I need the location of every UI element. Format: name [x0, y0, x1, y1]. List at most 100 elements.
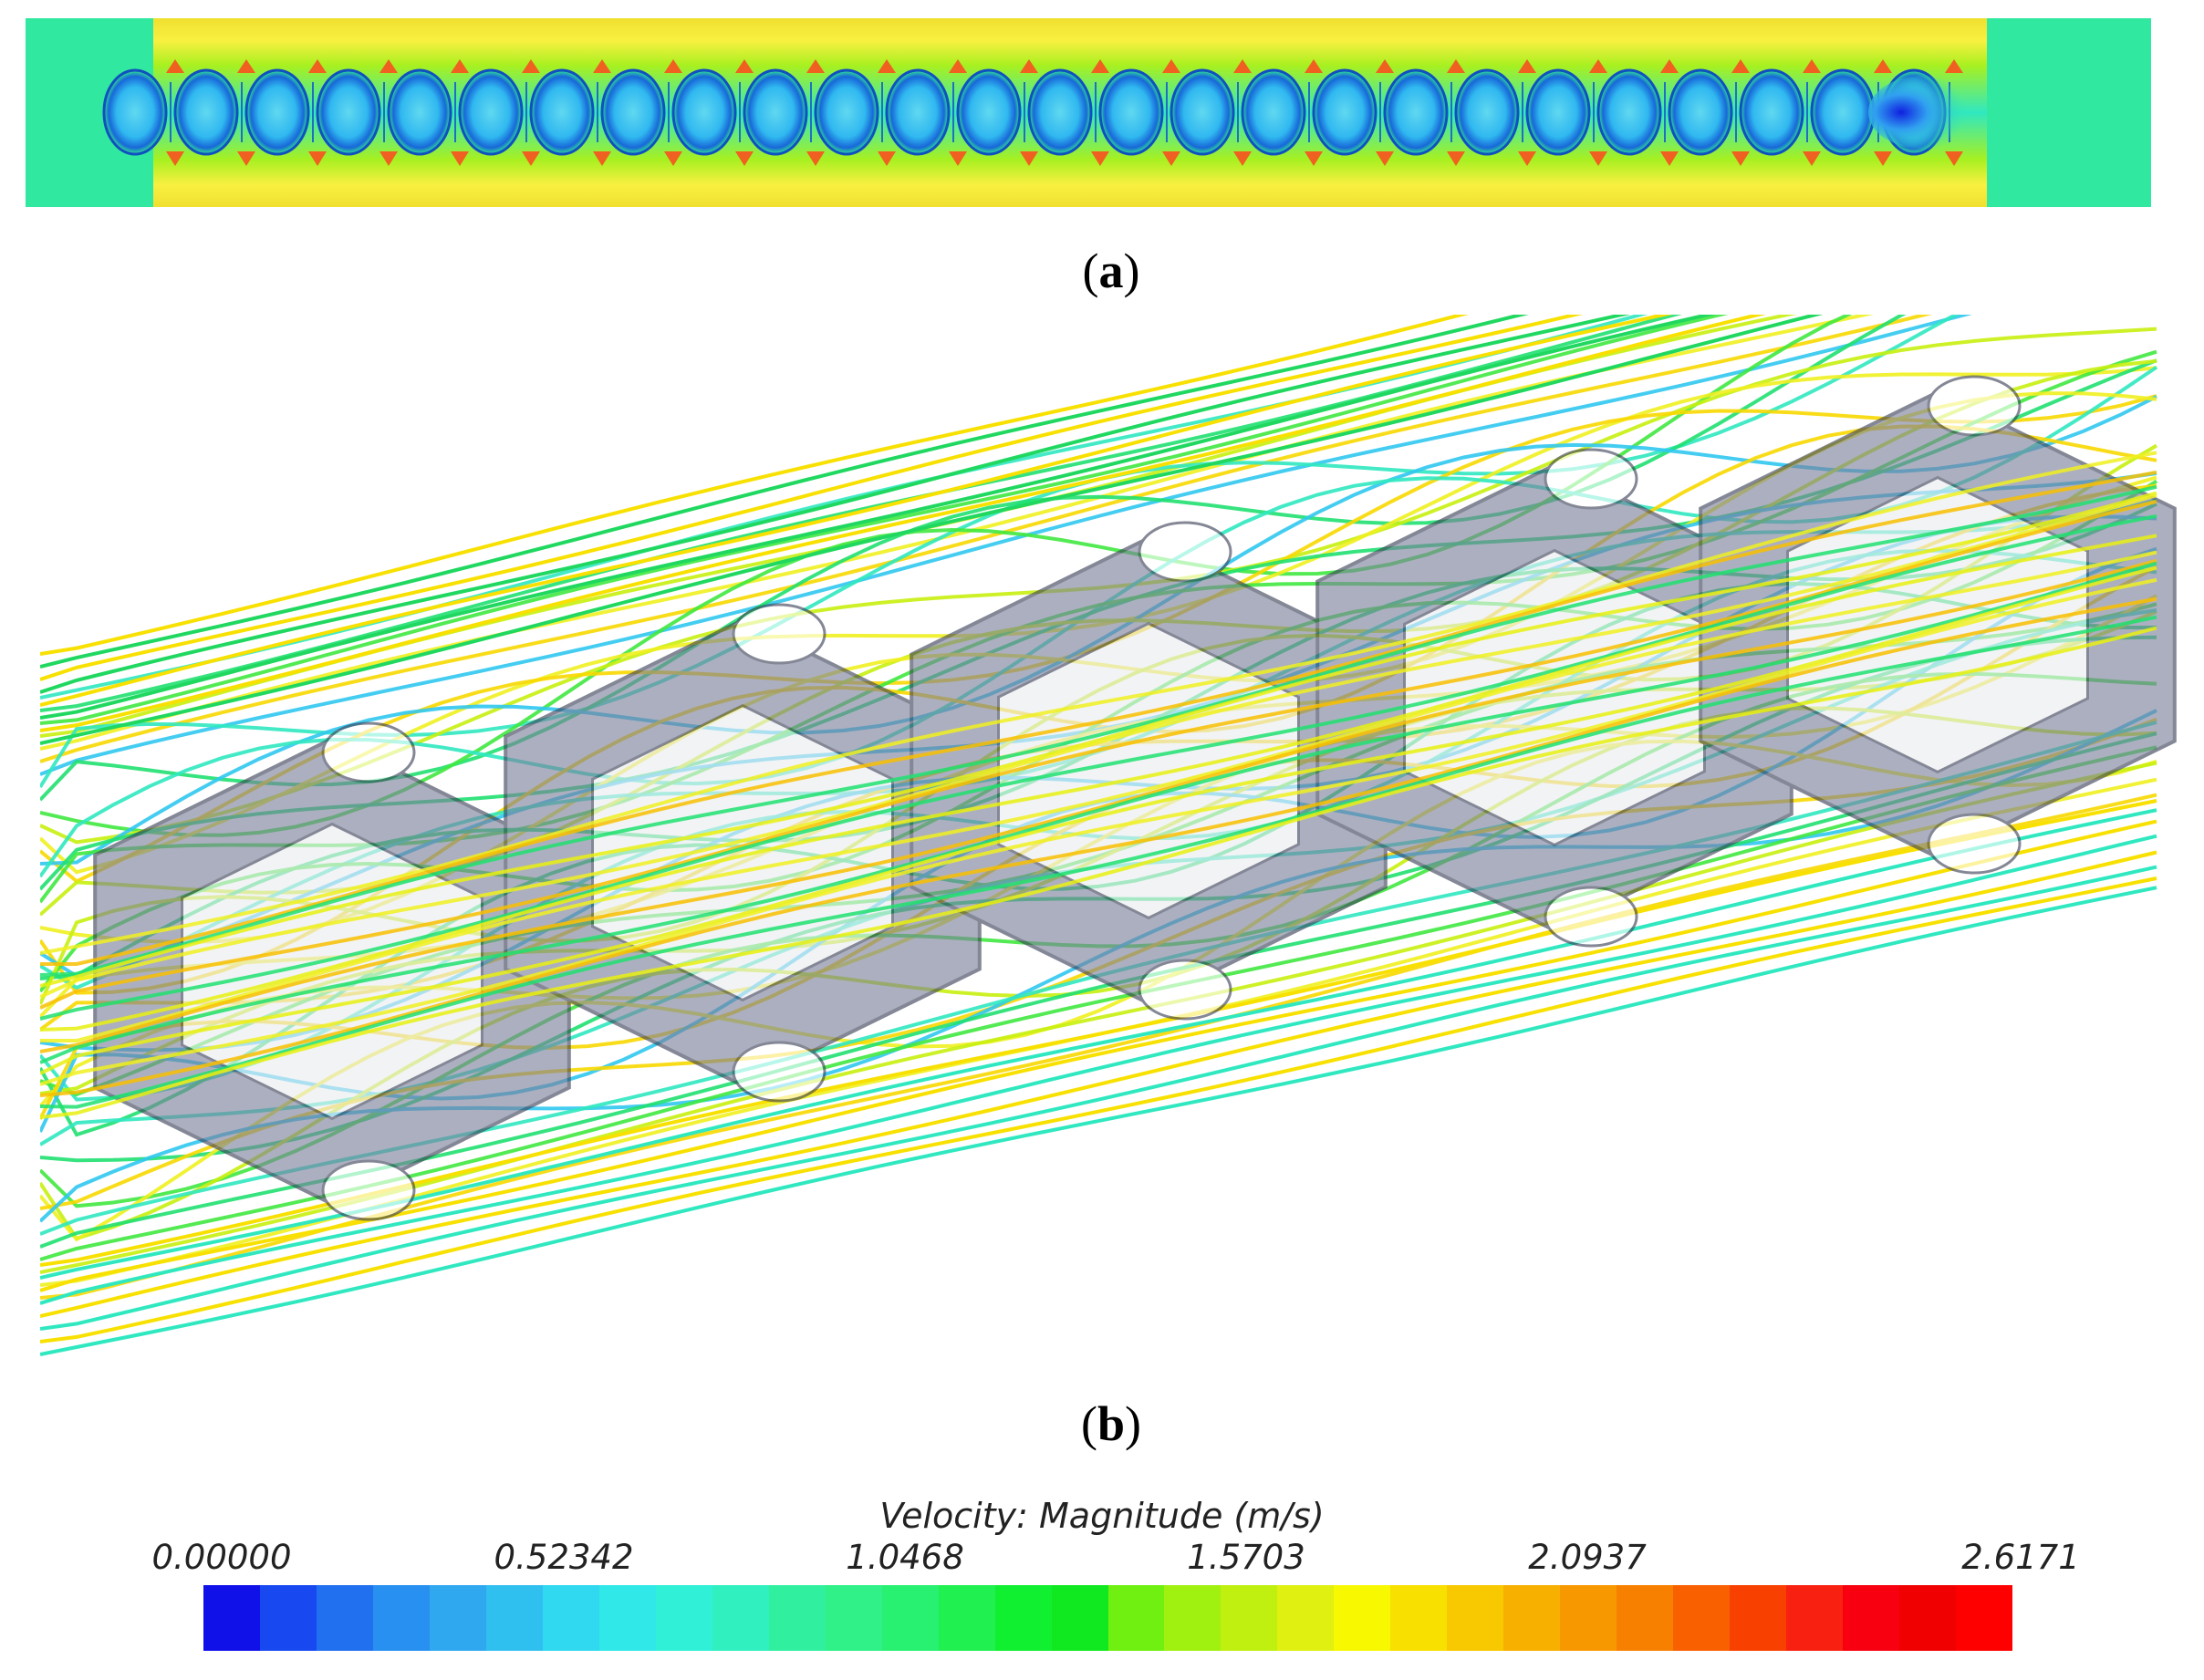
- contour-hotspot: [1020, 59, 1038, 73]
- contour-hotspot: [308, 59, 327, 73]
- contour-hotspot: [1518, 59, 1536, 73]
- streamline: [40, 315, 1729, 725]
- core-streamline: [40, 470, 2157, 966]
- contour-hotspot: [878, 59, 896, 73]
- contour-hotspot: [1233, 59, 1252, 73]
- contour-hotspot: [593, 59, 611, 73]
- colorbar-swatch: [1617, 1585, 1674, 1651]
- streamline: [40, 315, 1470, 656]
- colorbar-swatch: [712, 1585, 769, 1651]
- colorbar-swatch: [994, 1585, 1052, 1651]
- core-streamline: [40, 451, 2157, 955]
- colorbar-swatch: [825, 1585, 882, 1651]
- contour-cell: [814, 68, 879, 156]
- contour-hotspot: [1945, 59, 1963, 73]
- contour-cell: [1810, 68, 1876, 156]
- contour-cell: [671, 68, 737, 156]
- contour-cell: [387, 68, 452, 156]
- contour-cell: [316, 68, 381, 156]
- colorbar-swatch: [1503, 1585, 1561, 1651]
- legend-tick-3: 1.5703: [1187, 1538, 1305, 1577]
- colorbar-swatch: [938, 1585, 995, 1651]
- colorbar-swatch: [1164, 1585, 1222, 1651]
- contour-hotspot: [379, 151, 398, 166]
- contour-hotspot: [1803, 151, 1821, 166]
- core-streamline: [40, 558, 2157, 1053]
- contour-hotspot: [379, 59, 398, 73]
- contour-hotspot: [451, 151, 469, 166]
- contour-hotspot: [878, 151, 896, 166]
- core-streamline: [40, 596, 2157, 1097]
- colorbar-swatch: [598, 1585, 656, 1651]
- contour-hotspot: [1660, 59, 1679, 73]
- colorbar-swatch: [1730, 1585, 1787, 1651]
- lattice-hole: [321, 1159, 416, 1221]
- streamline: [40, 315, 1766, 732]
- core-streamline: [40, 561, 2157, 1064]
- colorbar-swatch: [1786, 1585, 1844, 1651]
- core-streamline: [40, 626, 2157, 1119]
- lattice-hole: [732, 603, 826, 665]
- contour-hotspot: [1589, 151, 1607, 166]
- contour-hotspot: [1376, 151, 1394, 166]
- contour-hotspot: [1518, 151, 1536, 166]
- lattice-hole: [1138, 521, 1232, 583]
- legend-tick-4: 2.0937: [1528, 1538, 1647, 1577]
- streamline: [40, 315, 1972, 776]
- contour-hotspot: [1874, 151, 1892, 166]
- colorbar-swatch: [1956, 1585, 2012, 1651]
- core-streamline: [40, 499, 2157, 1010]
- streamline: [40, 315, 1673, 707]
- contour-hotspot: [1589, 59, 1607, 73]
- contour-cell: [1098, 68, 1164, 156]
- colorbar-swatch: [1899, 1585, 1957, 1651]
- contour-cell: [1454, 68, 1520, 156]
- contour-cell: [1668, 68, 1733, 156]
- colorbar-swatch: [429, 1585, 486, 1651]
- lattice-hole: [321, 721, 416, 783]
- contour-hotspot: [1874, 59, 1892, 73]
- contour-hotspot: [1447, 151, 1465, 166]
- core-streamline: [40, 513, 2157, 1021]
- contour-cell: [1383, 68, 1449, 156]
- core-streamline: [40, 493, 2157, 999]
- contour-hotspot: [949, 151, 967, 166]
- panel-a-velocity-contour: [26, 18, 2151, 207]
- contour-hotspot: [1020, 151, 1038, 166]
- lattice-hole: [1544, 448, 1638, 510]
- contour-hotspot: [166, 59, 184, 73]
- contour-cell: [1739, 68, 1804, 156]
- contour-hotspot: [308, 151, 327, 166]
- colorbar-swatch: [1673, 1585, 1731, 1651]
- colorbar-swatch: [259, 1585, 317, 1651]
- lattice-hole: [1138, 959, 1232, 1021]
- colorbar-swatch: [881, 1585, 939, 1651]
- contour-hotspot: [1731, 59, 1750, 73]
- core-streamline: [40, 484, 2157, 977]
- contour-hotspot: [1305, 151, 1323, 166]
- colorbar-swatch: [1843, 1585, 1900, 1651]
- streamline: [40, 886, 2157, 1356]
- core-streamline: [40, 565, 2157, 1075]
- colorbar-swatch: [1277, 1585, 1335, 1651]
- panel-b-caption: (b): [1080, 1396, 1141, 1451]
- colorbar-swatch: [316, 1585, 373, 1651]
- streamline: [40, 315, 1682, 712]
- lattice-hole: [1927, 375, 2022, 437]
- contour-hotspot: [1162, 59, 1180, 73]
- legend-tick-2: 1.0468: [846, 1538, 964, 1577]
- contour-cell: [173, 68, 239, 156]
- colorbar-swatch: [1107, 1585, 1165, 1651]
- contour-hotspot: [522, 59, 540, 73]
- contour-cell: [1525, 68, 1591, 156]
- contour-hotspot: [1660, 151, 1679, 166]
- streamline: [40, 865, 2157, 1331]
- streamline: [40, 315, 1933, 763]
- colorbar-swatch: [655, 1585, 712, 1651]
- contour-hotspot: [735, 59, 754, 73]
- colorbar-swatch: [542, 1585, 599, 1651]
- legend-colorbar: [203, 1585, 2012, 1651]
- contour-hotspot: [237, 151, 255, 166]
- contour-cell: [1241, 68, 1306, 156]
- contour-cell: [458, 68, 524, 156]
